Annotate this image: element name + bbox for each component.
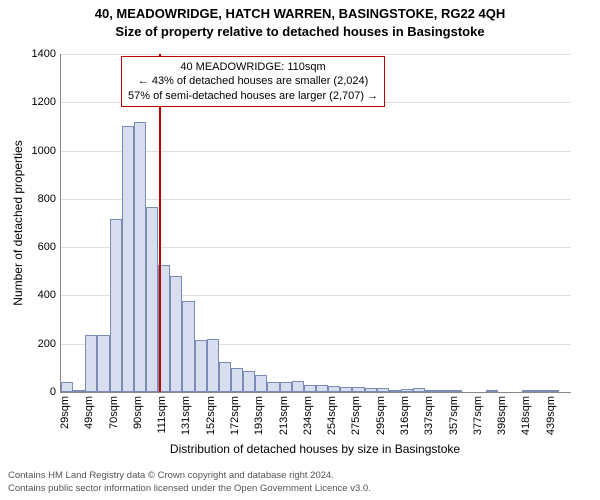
x-tick-label: 131sqm <box>180 396 192 435</box>
x-tick-label: 316sqm <box>399 396 411 435</box>
histogram-bar <box>316 385 328 392</box>
x-tick-label: 70sqm <box>108 396 120 429</box>
x-tick-label: 275sqm <box>350 396 362 435</box>
x-tick-label: 90sqm <box>132 396 144 429</box>
y-tick-label: 400 <box>38 289 61 301</box>
x-tick-label: 172sqm <box>229 396 241 435</box>
annotation-box: 40 MEADOWRIDGE: 110sqm← 43% of detached … <box>121 56 385 107</box>
histogram-bar <box>122 126 134 392</box>
y-tick-label: 1200 <box>32 96 61 108</box>
chart-title-line1: 40, MEADOWRIDGE, HATCH WARREN, BASINGSTO… <box>0 6 600 21</box>
histogram-bar <box>182 301 194 392</box>
x-tick-label: 337sqm <box>423 396 435 435</box>
x-tick-label: 29sqm <box>59 396 71 429</box>
histogram-bar <box>425 390 437 392</box>
footer-line2: Contains public sector information licen… <box>8 483 592 495</box>
histogram-bar <box>255 375 267 392</box>
x-tick-label: 377sqm <box>472 396 484 435</box>
annotation-line: ← 43% of detached houses are smaller (2,… <box>128 74 378 88</box>
x-tick-label: 213sqm <box>278 396 290 435</box>
histogram-bar <box>328 386 340 392</box>
histogram-bar <box>73 390 85 392</box>
histogram-bar <box>304 385 316 392</box>
y-tick-label: 1000 <box>32 145 61 157</box>
footer-attribution: Contains HM Land Registry data © Crown c… <box>8 470 592 495</box>
histogram-bar <box>134 122 146 392</box>
histogram-bar <box>85 335 97 392</box>
histogram-bar <box>267 382 279 392</box>
histogram-bar <box>547 390 559 392</box>
y-tick-label: 800 <box>38 193 61 205</box>
histogram-bar <box>207 339 219 392</box>
x-tick-label: 418sqm <box>520 396 532 435</box>
x-tick-label: 439sqm <box>545 396 557 435</box>
histogram-bar <box>352 387 364 392</box>
histogram-bar <box>377 388 389 392</box>
annotation-line: 57% of semi-detached houses are larger (… <box>128 89 378 103</box>
histogram-bar <box>231 368 243 392</box>
x-tick-label: 254sqm <box>326 396 338 435</box>
gridline <box>61 54 571 55</box>
histogram-bar <box>340 387 352 392</box>
x-tick-label: 152sqm <box>205 396 217 435</box>
histogram-bar <box>170 276 182 392</box>
histogram-bar <box>365 388 377 392</box>
histogram-bar <box>292 381 304 392</box>
x-tick-label: 193sqm <box>253 396 265 435</box>
y-tick-label: 1400 <box>32 48 61 60</box>
y-axis-label: Number of detached properties <box>11 140 25 305</box>
plot-area: 020040060080010001200140029sqm49sqm70sqm… <box>60 54 571 393</box>
histogram-bar <box>437 390 449 392</box>
histogram-bar <box>401 389 413 392</box>
histogram-bar <box>146 207 158 392</box>
histogram-bar <box>280 382 292 392</box>
x-tick-label: 398sqm <box>496 396 508 435</box>
x-tick-label: 111sqm <box>156 396 168 434</box>
histogram-bar <box>389 390 401 392</box>
chart-container: 40, MEADOWRIDGE, HATCH WARREN, BASINGSTO… <box>0 0 600 500</box>
histogram-bar <box>486 390 498 392</box>
histogram-bar <box>195 340 207 392</box>
histogram-bar <box>61 382 73 392</box>
annotation-line: 40 MEADOWRIDGE: 110sqm <box>128 60 378 74</box>
footer-line1: Contains HM Land Registry data © Crown c… <box>8 470 592 482</box>
x-axis-label: Distribution of detached houses by size … <box>170 442 460 456</box>
x-tick-label: 49sqm <box>83 396 95 429</box>
x-tick-label: 357sqm <box>448 396 460 435</box>
histogram-bar <box>243 371 255 392</box>
histogram-bar <box>522 390 534 392</box>
histogram-bar <box>413 388 425 392</box>
histogram-bar <box>535 390 547 392</box>
histogram-bar <box>97 335 109 392</box>
histogram-bar <box>219 362 231 392</box>
histogram-bar <box>110 219 122 392</box>
x-tick-label: 234sqm <box>302 396 314 435</box>
y-tick-label: 200 <box>38 338 61 350</box>
chart-title-line2: Size of property relative to detached ho… <box>0 24 600 39</box>
histogram-bar <box>450 390 462 392</box>
y-tick-label: 600 <box>38 241 61 253</box>
x-tick-label: 295sqm <box>375 396 387 435</box>
